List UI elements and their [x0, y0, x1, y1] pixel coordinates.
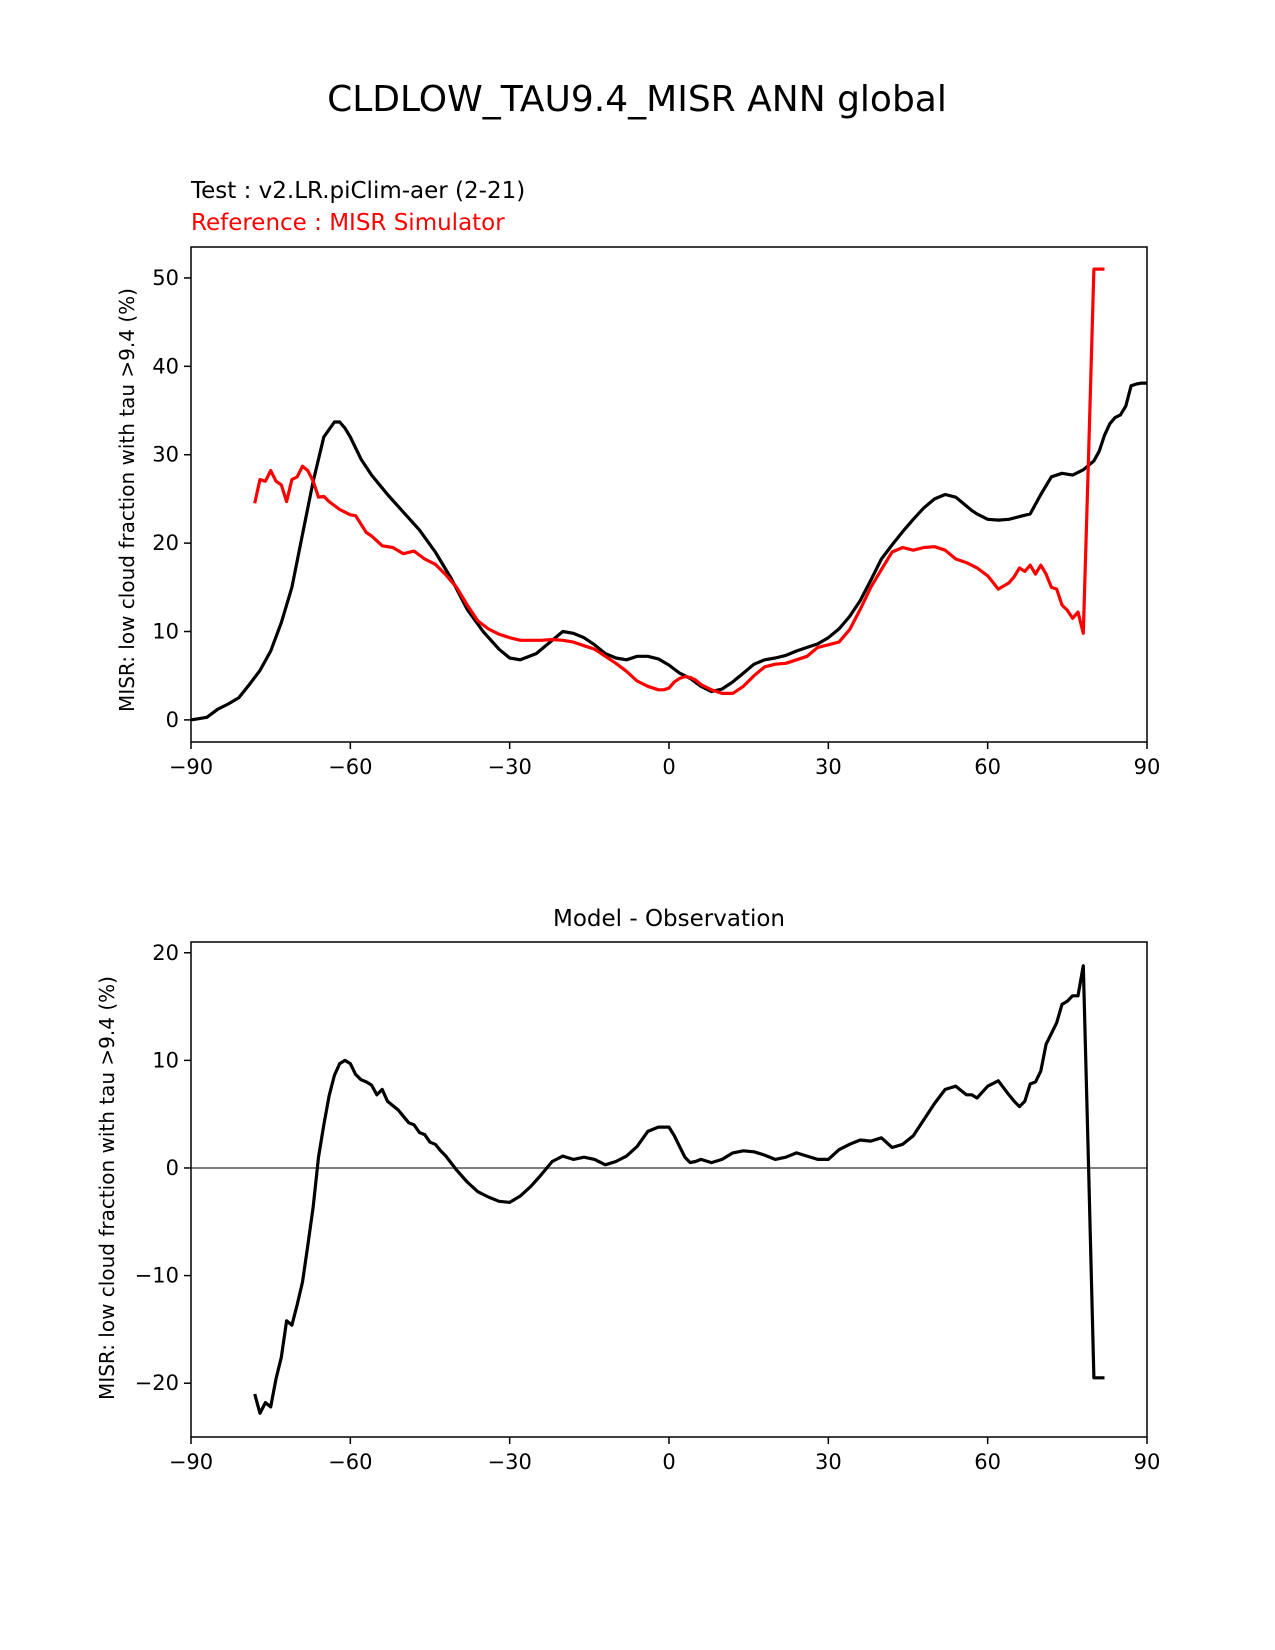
reference-label: Reference : MISR Simulator [191, 210, 505, 236]
bottom-line-chart: Model - Observation MISR: low cloud frac… [95, 906, 1160, 1474]
top-line-chart: Test : v2.LR.piClim-aer (2-21) Reference… [115, 178, 1160, 779]
y-tick-label: 10 [152, 620, 179, 644]
top-plot-frame [190, 246, 1148, 743]
bottom-chart-title: Model - Observation [553, 906, 785, 932]
figure-title: CLDLOW_TAU9.4_MISR ANN global [327, 79, 947, 120]
x-tick-label: 60 [974, 1450, 1001, 1474]
bottom-y-axis-label: MISR: low cloud fraction with tau >9.4 (… [95, 976, 119, 1400]
x-tick-label: −60 [328, 755, 372, 779]
series-line-1 [190, 381, 1147, 722]
top-y-axis-label: MISR: low cloud fraction with tau >9.4 (… [115, 288, 139, 712]
x-tick-label: 0 [662, 755, 675, 779]
series-line-2 [253, 267, 1105, 696]
bottom-ticks: −90 −60 −30 0 30 60 90 −20 −10 0 10 20 [135, 941, 1161, 1474]
series-line-1 [253, 964, 1105, 1415]
bottom-series-group [253, 964, 1105, 1415]
test-label: Test : v2.LR.piClim-aer (2-21) [190, 178, 525, 204]
y-tick-label: −20 [135, 1371, 179, 1395]
y-tick-label: 40 [152, 354, 179, 378]
y-tick-label: −10 [135, 1264, 179, 1288]
x-tick-label: 60 [974, 755, 1001, 779]
x-tick-label: −90 [169, 1450, 213, 1474]
top-series-group [190, 267, 1147, 722]
y-tick-label: 10 [152, 1048, 179, 1072]
x-tick-label: −30 [488, 1450, 532, 1474]
x-tick-label: 90 [1134, 1450, 1161, 1474]
y-tick-label: 50 [152, 266, 179, 290]
y-tick-label: 20 [152, 531, 179, 555]
y-tick-label: 0 [166, 1156, 179, 1180]
x-tick-label: −30 [488, 755, 532, 779]
y-tick-label: 30 [152, 443, 179, 467]
y-tick-label: 0 [166, 708, 179, 732]
x-tick-label: −90 [169, 755, 213, 779]
top-ticks: −90 −60 −30 0 30 60 90 0 10 20 30 40 50 [152, 266, 1160, 779]
x-tick-label: 90 [1134, 755, 1161, 779]
y-tick-label: 20 [152, 941, 179, 965]
x-tick-label: −60 [328, 1450, 372, 1474]
x-tick-label: 30 [815, 1450, 842, 1474]
x-tick-label: 0 [662, 1450, 675, 1474]
bottom-plot-frame [190, 941, 1148, 1438]
x-tick-label: 30 [815, 755, 842, 779]
